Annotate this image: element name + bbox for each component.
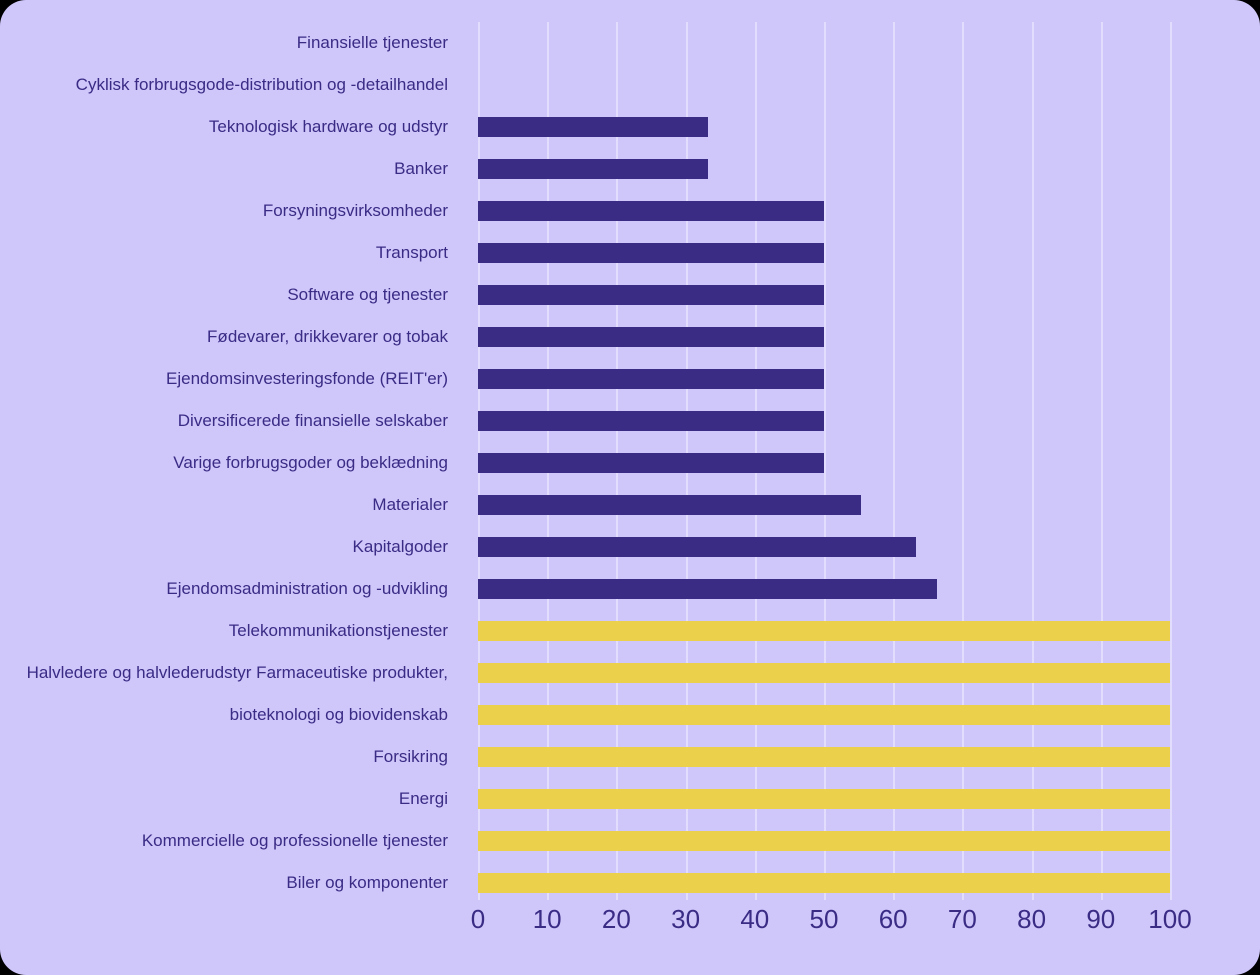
category-label: Kapitalgoder [352,537,448,556]
bar[interactable] [478,873,1170,893]
bar-row[interactable] [478,316,1170,358]
bar[interactable] [478,117,709,137]
category-label: Materialer [372,495,448,514]
category-label: Biler og komponenter [286,873,448,892]
bar-row[interactable] [478,442,1170,484]
category-label: Transport [375,243,448,262]
x-tick-label: 100 [1148,904,1192,934]
bar-row[interactable] [478,568,1170,610]
bar[interactable] [478,663,1170,683]
category-label: Telekommunikationstjenester [228,621,448,640]
category-axis-labels: Finansielle tjenester Cyklisk forbrugsgod… [0,22,458,900]
category-label: Fødevarer, drikkevarer og tobak [207,327,448,346]
bar-row[interactable] [478,820,1170,862]
bar-row[interactable] [478,778,1170,820]
category-label: Banker [394,159,448,178]
x-tick-label: 90 [1086,904,1116,934]
category-label: bioteknologi og biovidenskab [229,705,448,724]
x-tick-label: 60 [878,904,908,934]
gridline-60 [893,22,896,900]
x-tick-label: 30 [671,904,701,934]
category-label: Diversificerede finansielle selskaber [177,411,448,430]
bar[interactable] [478,621,1170,641]
bar-row[interactable] [478,22,1170,64]
gridline-70 [962,22,965,900]
bar-row[interactable] [478,400,1170,442]
bar-row[interactable] [478,148,1170,190]
category-label: Energi [398,789,448,808]
bar[interactable] [478,537,917,557]
x-tick-label: 70 [947,904,977,934]
bar-row[interactable] [478,274,1170,316]
bar[interactable] [478,327,824,347]
bar[interactable] [478,159,709,179]
bar-row[interactable] [478,694,1170,736]
x-tick-label: 20 [601,904,631,934]
bar[interactable] [478,579,937,599]
bar-row[interactable] [478,232,1170,274]
category-label: Software og tjenester [287,285,448,304]
bar-rows [478,22,1170,900]
bar[interactable] [478,453,824,473]
bar[interactable] [478,285,824,305]
bar-row[interactable] [478,106,1170,148]
value-axis-labels: 0 10 20 30 40 50 60 70 80 90 100 [471,900,1192,950]
x-tick-label: 50 [809,904,839,934]
bar-row[interactable] [478,736,1170,778]
bar[interactable] [478,747,1170,767]
category-label: Varige forbrugsgoder og beklædning [173,453,448,472]
x-tick-label: 10 [532,904,562,934]
category-label: Ejendomsinvesteringsfonde (REIT'er) [166,369,448,388]
bar[interactable] [478,831,1170,851]
plot-area [478,22,1172,900]
gridline-100 [1170,22,1172,900]
bar-row[interactable] [478,526,1170,568]
x-tick-label: 0 [470,904,486,934]
bar-row[interactable] [478,862,1170,904]
category-label: Teknologisk hardware og udstyr [208,117,448,136]
bar-row[interactable] [478,484,1170,526]
category-label: Forsikring [373,747,448,766]
category-label: Finansielle tjenester [296,33,448,52]
bar-row[interactable] [478,190,1170,232]
bar[interactable] [478,705,1170,725]
x-tick-label: 40 [740,904,770,934]
bar[interactable] [478,411,824,431]
bar[interactable] [478,201,824,221]
bar[interactable] [478,495,861,515]
category-label: Ejendomsadministration og -udvikling [166,579,448,598]
bar-row[interactable] [478,358,1170,400]
x-tick-label: 80 [1017,904,1047,934]
gridline-80 [1031,22,1034,900]
category-label: Kommercielle og professionelle tjenester [141,831,448,850]
bar-row[interactable] [478,610,1170,652]
category-label: Halvledere og halvlederudstyr Farmaceuti… [26,663,448,682]
gridline-90 [1100,22,1103,900]
category-label: Forsyningsvirksomheder [262,201,448,220]
bar-row[interactable] [478,64,1170,106]
bar-row[interactable] [478,652,1170,694]
bar[interactable] [478,789,1170,809]
bar[interactable] [478,243,824,263]
bar[interactable] [478,369,824,389]
category-label: Cyklisk forbrugsgode-distribution og -de… [75,75,448,94]
gridline-50 [824,22,826,900]
